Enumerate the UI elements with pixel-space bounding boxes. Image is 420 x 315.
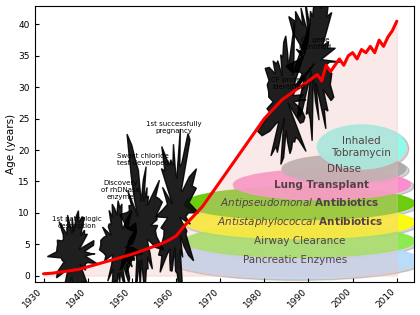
Polygon shape: [47, 211, 97, 294]
Ellipse shape: [185, 206, 415, 238]
Polygon shape: [100, 201, 142, 299]
Ellipse shape: [317, 125, 406, 169]
Text: CF gene
identified: CF gene identified: [299, 37, 332, 49]
Text: Discovery
of rhDNase
enzyme: Discovery of rhDNase enzyme: [101, 180, 140, 200]
Text: Lung Transplant: Lung Transplant: [274, 180, 369, 190]
Text: 1st pathologic
description: 1st pathologic description: [52, 215, 102, 229]
Ellipse shape: [185, 187, 415, 220]
Text: CF protein
identified: CF protein identified: [270, 77, 307, 90]
Ellipse shape: [185, 226, 419, 260]
Text: Airway Clearance: Airway Clearance: [254, 236, 345, 246]
Ellipse shape: [319, 126, 409, 172]
Ellipse shape: [172, 242, 419, 278]
Ellipse shape: [171, 243, 420, 280]
Ellipse shape: [234, 171, 414, 202]
Text: Pancreatic Enzymes: Pancreatic Enzymes: [243, 255, 347, 265]
Text: $\mathit{Antistaphylococcal}$ Antibiotics: $\mathit{Antistaphylococcal}$ Antibiotic…: [217, 215, 383, 229]
Ellipse shape: [283, 156, 409, 185]
Polygon shape: [258, 23, 315, 164]
Ellipse shape: [282, 155, 406, 183]
Polygon shape: [156, 129, 199, 315]
Ellipse shape: [185, 225, 415, 257]
Ellipse shape: [185, 188, 419, 222]
Polygon shape: [286, 0, 341, 141]
Ellipse shape: [185, 207, 419, 241]
Polygon shape: [120, 134, 163, 311]
Y-axis label: Age (years): Age (years): [5, 114, 16, 174]
Text: Inhaled
Tobramycin: Inhaled Tobramycin: [331, 136, 391, 158]
Text: Sweat chloride
test developed: Sweat chloride test developed: [117, 153, 169, 166]
Text: 1st successfully
pregnancy: 1st successfully pregnancy: [146, 121, 202, 134]
Text: $\mathit{Antipseudomonal}$ Antibiotics: $\mathit{Antipseudomonal}$ Antibiotics: [220, 197, 379, 210]
Text: DNase: DNase: [327, 164, 361, 174]
Ellipse shape: [234, 169, 410, 200]
